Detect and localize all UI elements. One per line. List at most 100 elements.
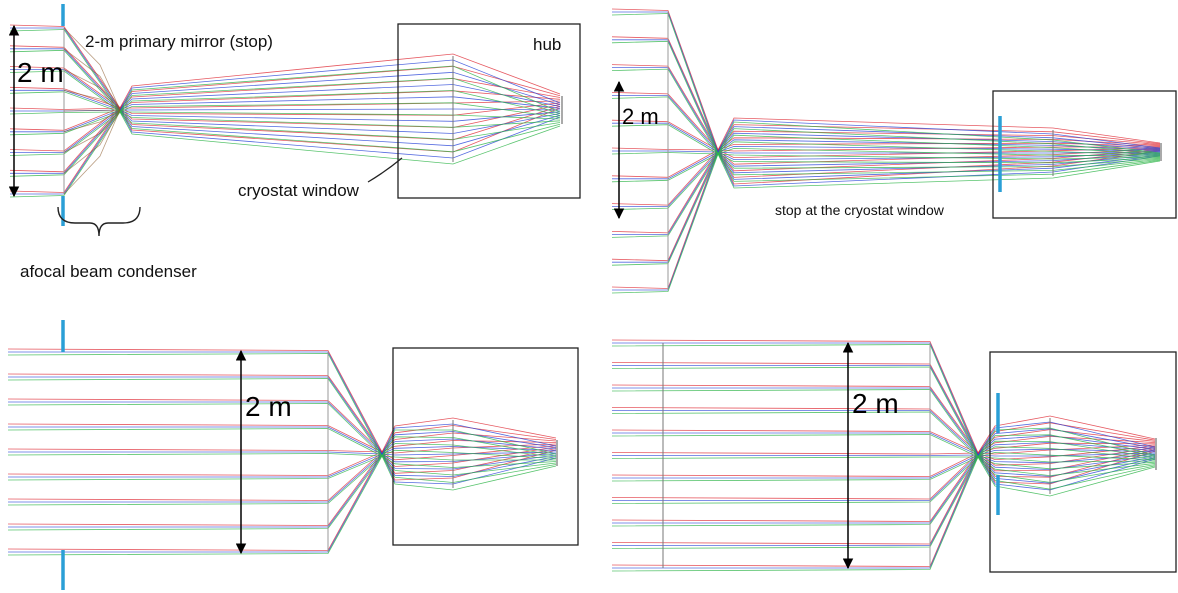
ray-trace xyxy=(9,107,561,193)
ray-trace xyxy=(7,455,557,506)
ray-trace xyxy=(611,152,1161,294)
ray-trace xyxy=(63,89,121,111)
hub-box xyxy=(397,23,581,199)
primary-mirror-label: 2-m primary mirror (stop) xyxy=(85,32,273,51)
rays-top-right xyxy=(611,8,1162,294)
ray-trace xyxy=(612,39,1161,153)
ray-trace xyxy=(612,342,1156,456)
ray-trace xyxy=(8,453,557,528)
rays-top-left xyxy=(9,24,563,198)
ray-trace xyxy=(10,109,561,153)
dimension-label: 2 m xyxy=(245,391,292,422)
ray-trace xyxy=(611,92,1161,151)
ray-trace xyxy=(611,96,1161,156)
ray-trace xyxy=(7,428,557,459)
ray-trace xyxy=(612,67,1161,153)
ray-trace xyxy=(9,86,561,109)
ray-trace xyxy=(611,153,1161,183)
cryostat-window-label: cryostat window xyxy=(238,181,360,200)
ray-trace xyxy=(611,153,1161,210)
ray-trace xyxy=(611,149,1161,262)
dimension-label: 2 m xyxy=(622,104,659,129)
rays-bottom-right xyxy=(611,339,1157,572)
ray-trace xyxy=(63,109,121,133)
ray-trace xyxy=(612,11,1161,154)
ray-trace xyxy=(9,102,561,131)
ray-trace xyxy=(611,456,1156,549)
ray-trace xyxy=(9,111,561,198)
dimension-label: 2 m xyxy=(17,57,64,88)
ray-trace xyxy=(612,122,1161,153)
ray-trace xyxy=(7,455,557,481)
rays-bottom-left xyxy=(7,348,558,556)
ray-trace xyxy=(9,100,561,110)
ray-trace xyxy=(611,389,1156,458)
ray-trace xyxy=(612,410,1156,456)
ray-trace xyxy=(611,362,1156,454)
ray-trace xyxy=(611,147,1161,178)
ray-trace xyxy=(8,453,557,503)
ray-trace xyxy=(611,68,1161,155)
ray-trace xyxy=(63,69,121,111)
ray-trace xyxy=(7,348,557,453)
ray-trace xyxy=(10,27,561,111)
ray-trace xyxy=(611,447,1156,500)
ray-trace xyxy=(612,151,1161,263)
ray-trace xyxy=(612,453,1156,479)
ray-trace xyxy=(10,109,561,174)
ray-trace xyxy=(611,456,1156,482)
hub-box xyxy=(989,351,1177,573)
ray-trace xyxy=(611,153,1161,238)
ray-trace xyxy=(8,351,557,455)
ray-trace xyxy=(10,109,561,133)
ray-trace xyxy=(611,339,1156,454)
hub-label: hub xyxy=(533,35,561,54)
ray-trace xyxy=(9,111,561,120)
ray-trace xyxy=(7,403,557,458)
ray-trace xyxy=(7,378,557,457)
ray-trace xyxy=(63,109,121,174)
ray-trace xyxy=(611,411,1156,459)
ray-trace xyxy=(611,152,1161,160)
cryostat-window-pointer xyxy=(367,157,403,183)
ray-trace xyxy=(8,453,557,478)
ray-trace xyxy=(611,366,1156,458)
ray-trace xyxy=(10,108,561,112)
beam-condenser-brace xyxy=(57,206,141,237)
hub-box xyxy=(392,347,579,546)
dimension-label: 2 m xyxy=(852,388,899,419)
ray-trace xyxy=(9,24,561,109)
ray-trace xyxy=(7,353,557,457)
ray-trace xyxy=(7,453,556,461)
ray-trace xyxy=(612,151,1161,208)
ray-trace xyxy=(611,445,1156,477)
ray-trace xyxy=(63,109,121,112)
ray-trace xyxy=(611,456,1156,463)
ray-trace xyxy=(612,454,1156,546)
ray-trace xyxy=(611,449,1156,545)
ray-trace xyxy=(611,429,1156,454)
hub-box xyxy=(992,90,1177,219)
ray-trace xyxy=(612,151,1161,235)
ray-trace xyxy=(612,454,1156,524)
ray-trace xyxy=(611,149,1161,234)
ray-trace xyxy=(611,456,1156,504)
ray-trace xyxy=(9,49,561,115)
ray-trace xyxy=(612,150,1161,154)
ray-trace xyxy=(611,456,1156,572)
ray-trace xyxy=(611,124,1161,157)
ray-trace xyxy=(612,151,1161,180)
ray-trace xyxy=(9,111,561,177)
ray-trace xyxy=(611,153,1161,266)
ray-trace xyxy=(9,111,561,136)
ray-trace xyxy=(7,446,557,501)
ray-trace xyxy=(63,48,121,111)
ray-trace xyxy=(9,111,561,156)
ray-trace xyxy=(612,452,1156,457)
ray-trace xyxy=(9,104,561,152)
ray-trace xyxy=(612,95,1161,153)
ray-trace xyxy=(611,344,1156,458)
ray-trace xyxy=(9,29,561,113)
ray-trace xyxy=(611,434,1156,461)
